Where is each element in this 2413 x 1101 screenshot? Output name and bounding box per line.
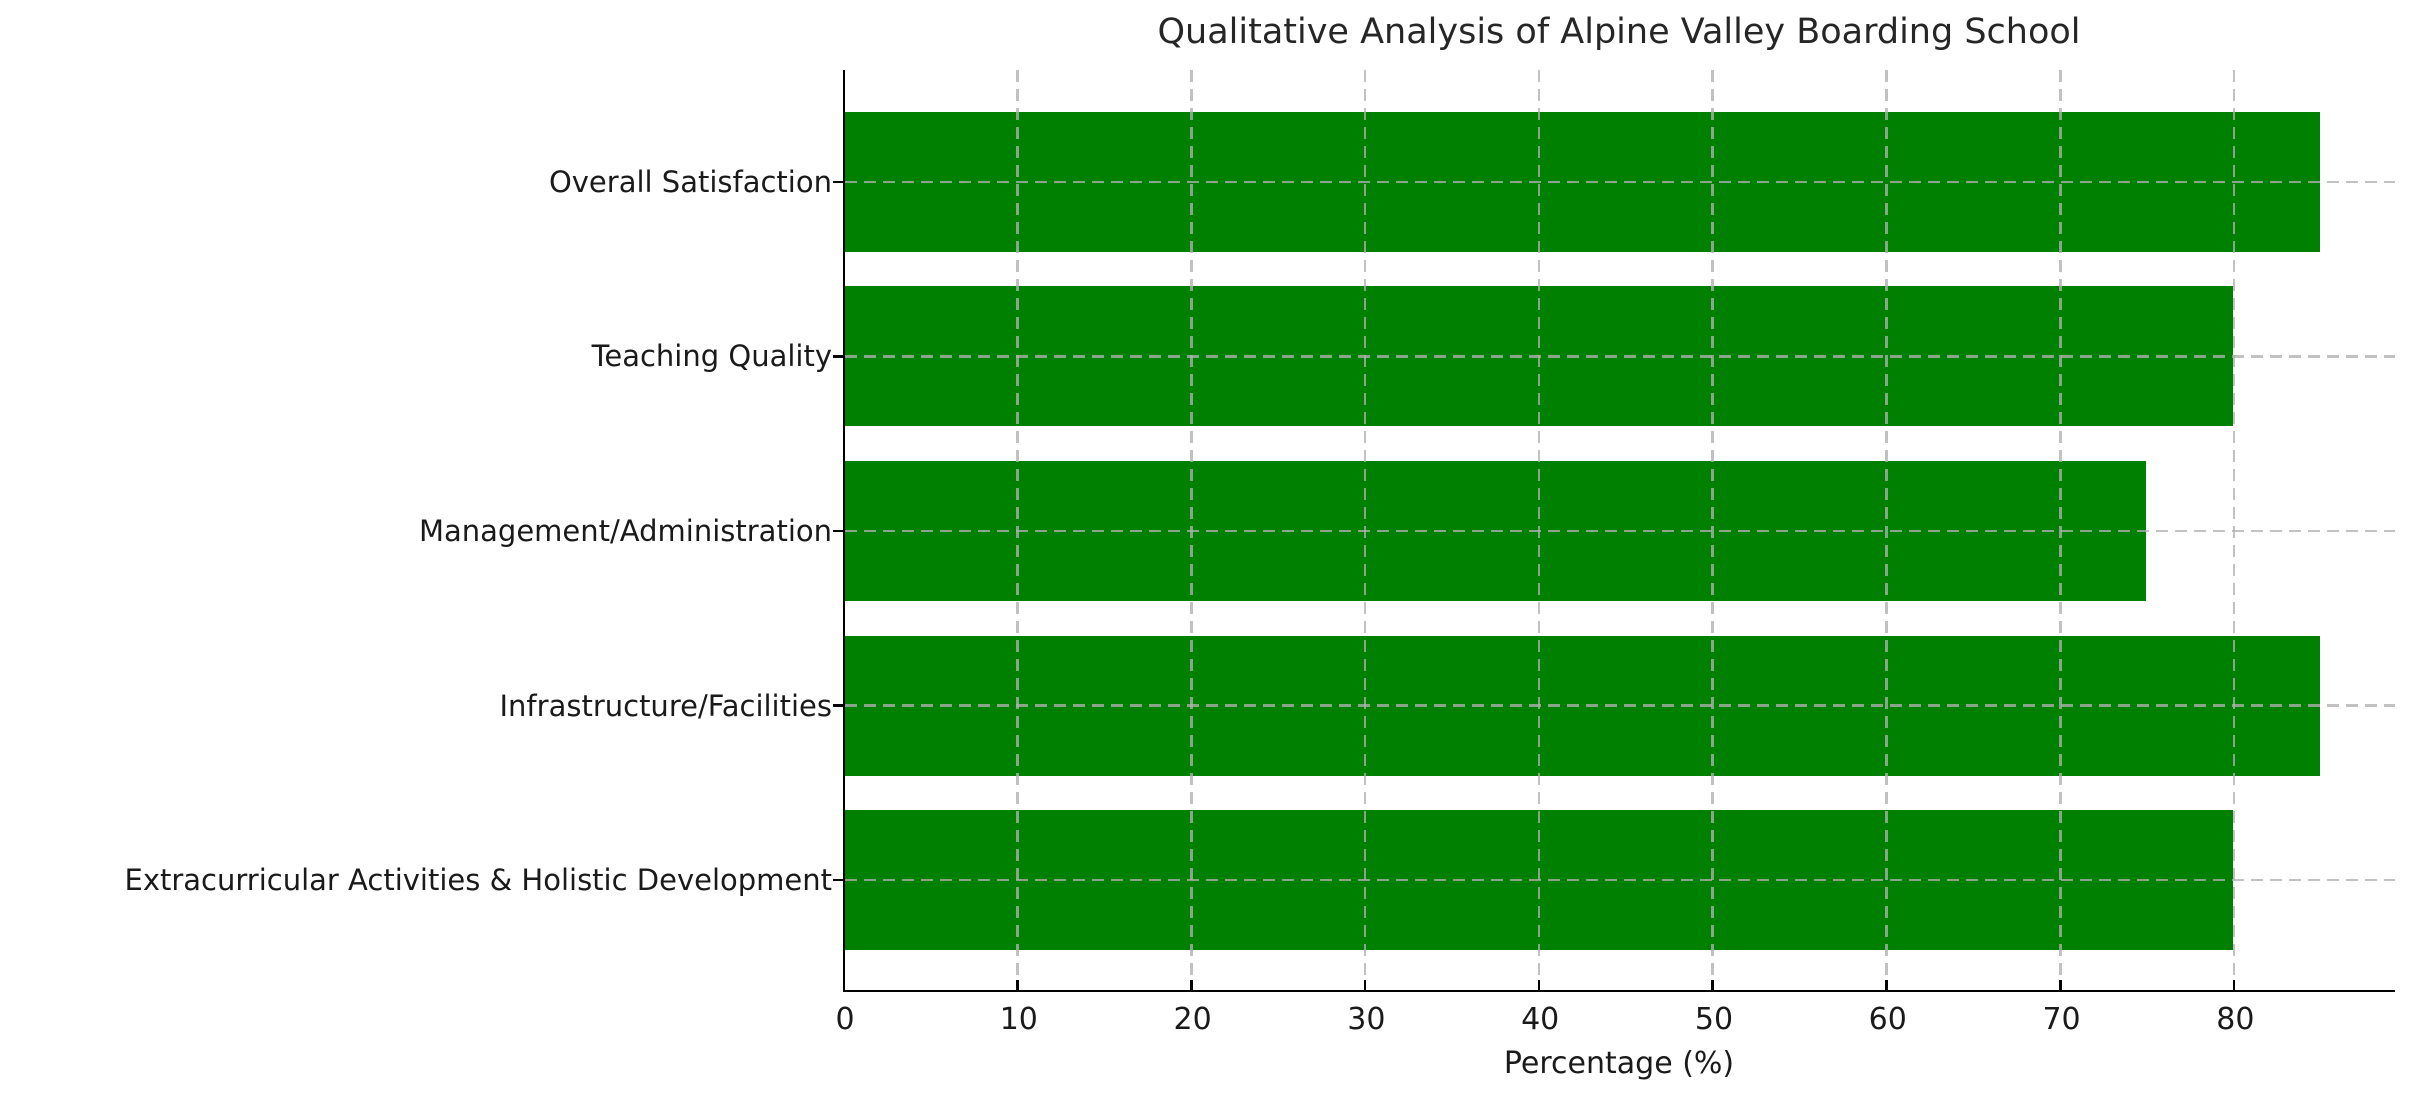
x-tick-70 [2059, 980, 2062, 990]
y-tick-teaching-quality [832, 355, 843, 358]
x-axis-label: Percentage (%) [1503, 1046, 1735, 1081]
chart-title: Qualitative Analysis of Alpine Valley Bo… [1157, 12, 2081, 52]
category-label-management-administration: Management/Administration [418, 514, 832, 548]
x-tick-10 [1016, 980, 1019, 990]
gridline-y-teaching-quality [845, 355, 2395, 358]
y-tick-infrastructure-facilities [832, 704, 843, 707]
gridline-y-extracurricular-activities-holistic-development [845, 878, 2395, 882]
gridline-y-overall-satisfaction [845, 180, 2395, 183]
y-tick-management-administration [832, 529, 843, 533]
x-tick-label-80: 80 [2216, 1002, 2255, 1037]
x-tick-label-0: 0 [835, 1002, 855, 1037]
gridline-y-infrastructure-facilities [845, 704, 2395, 707]
x-tick-label-30: 30 [1347, 1002, 1386, 1037]
x-tick-50 [1711, 980, 1714, 990]
gridline-y-management-administration [845, 529, 2395, 533]
y-tick-overall-satisfaction [832, 180, 843, 183]
x-tick-20 [1190, 980, 1193, 990]
y-tick-extracurricular-activities-holistic-development [832, 878, 843, 882]
x-tick-60 [1885, 980, 1888, 990]
category-label-infrastructure-facilities: Infrastructure/Facilities [499, 688, 833, 723]
x-tick-label-60: 60 [1868, 1002, 1907, 1037]
x-tick-0 [842, 980, 845, 990]
category-label-teaching-quality: Teaching Quality [591, 339, 832, 374]
x-tick-label-10: 10 [999, 1002, 1038, 1037]
x-tick-40 [1537, 980, 1541, 990]
x-tick-label-40: 40 [1521, 1002, 1560, 1037]
x-tick-label-20: 20 [1173, 1002, 1212, 1037]
x-tick-30 [1363, 980, 1367, 990]
category-label-extracurricular-activities-holistic-development: Extracurricular Activities & Holistic De… [124, 863, 833, 898]
x-tick-label-70: 70 [2042, 1002, 2081, 1037]
x-tick-label-50: 50 [1694, 1002, 1734, 1037]
plot-area: 0 10 20 30 40 50 60 70 80 Overall Satisfaction Tea… [125, 70, 2395, 1037]
category-label-overall-satisfaction: Overall Satisfaction [548, 164, 832, 199]
x-tick-80 [2232, 980, 2236, 990]
